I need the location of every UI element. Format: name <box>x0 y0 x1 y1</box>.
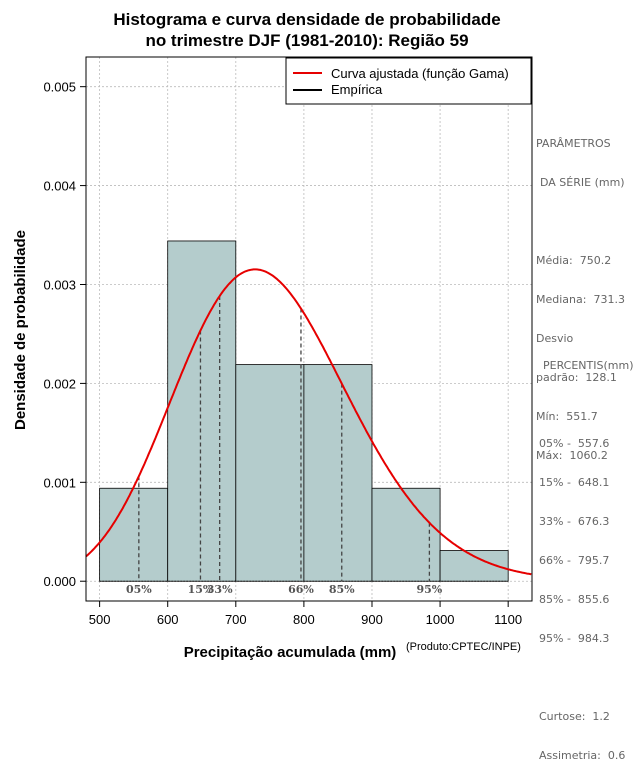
chart-title-line2: no trimestre DJF (1981-2010): Região 59 <box>145 31 468 50</box>
y-tick-label: 0.004 <box>43 179 76 194</box>
y-tick-label: 0.003 <box>43 277 76 292</box>
series-parameters-panel: PARÂMETROS DA SÉRIE (mm) Média: 750.2 Me… <box>536 111 640 475</box>
product-credit: (Produto:CPTEC/INPE) <box>406 641 521 653</box>
x-axis: 500 600 700 800 900 1000 1100 <box>89 601 522 627</box>
param-std-line1: Desvio <box>536 332 574 345</box>
x-tick-label: 800 <box>293 612 315 627</box>
percentile-label-66: 66% <box>288 583 314 596</box>
x-tick-label: 1100 <box>494 612 522 627</box>
percentile-95: 95% - 984.3 <box>539 632 610 645</box>
histogram-bars <box>99 240 509 582</box>
y-tick-label: 0.005 <box>43 80 76 95</box>
legend-label-curve: Curva ajustada (função Gama) <box>331 66 509 81</box>
param-std-line2: padrão: 128.1 <box>536 371 617 384</box>
histogram-chart: Histograma e curva densidade de probabil… <box>12 10 533 660</box>
percentile-33: 33% - 676.3 <box>539 515 610 528</box>
y-axis: 0.000 0.001 0.002 0.003 0.004 0.005 <box>43 80 86 589</box>
param-mean: Média: 750.2 <box>536 254 612 267</box>
chart-title-line1: Histograma e curva densidade de probabil… <box>113 10 500 29</box>
fitted-gamma-curve <box>85 268 532 576</box>
y-tick-label: 0.002 <box>43 376 76 391</box>
x-tick-label: 600 <box>157 612 179 627</box>
percentile-label-33: 33% <box>207 583 233 596</box>
histogram-bar-800-900 <box>303 364 373 582</box>
param-median: Mediana: 731.3 <box>536 293 625 306</box>
x-tick-label: 500 <box>89 612 111 627</box>
percentile-label-15: 15% <box>188 583 214 596</box>
percentile-05: 05% - 557.6 <box>539 437 610 450</box>
percentile-15: 15% - 648.1 <box>539 476 610 489</box>
percentiles-heading: PERCENTIS(mm) <box>543 359 634 372</box>
kurtosis: Curtose: 1.2 <box>539 710 610 723</box>
fitted-curve-layer <box>85 268 532 576</box>
histogram-bar-900-1000 <box>371 487 441 582</box>
params-heading-line1: PARÂMETROS <box>536 137 611 150</box>
y-tick-label: 0.001 <box>43 475 76 490</box>
percentiles-panel: PERCENTIS(mm) 05% - 557.6 15% - 648.1 33… <box>536 333 640 775</box>
percentile-label-85: 85% <box>329 583 355 596</box>
percentile-85: 85% - 855.6 <box>539 593 610 606</box>
percentile-label-95: 95% <box>417 583 443 596</box>
x-axis-label: Precipitação acumulada (mm) <box>184 644 397 660</box>
y-tick-label: 0.000 <box>43 574 76 589</box>
x-tick-label: 700 <box>225 612 247 627</box>
x-tick-label: 900 <box>361 612 383 627</box>
percentile-66: 66% - 795.7 <box>539 554 610 567</box>
legend-box <box>285 57 532 105</box>
histogram-bar-500-600 <box>99 487 169 582</box>
plot-frame <box>85 56 533 602</box>
legend-label-empirical: Empírica <box>331 82 383 97</box>
param-max: Máx: 1060.2 <box>536 449 608 462</box>
param-min: Mín: 551.7 <box>536 410 598 423</box>
params-heading-line2: DA SÉRIE (mm) <box>540 176 625 189</box>
x-tick-label: 1000 <box>426 612 455 627</box>
skewness: Assimetria: 0.6 <box>539 749 626 762</box>
histogram-bar-700-800 <box>235 364 305 582</box>
legend: Curva ajustada (função Gama) Empírica <box>285 57 532 105</box>
percentile-label-05: 05% <box>126 583 152 596</box>
y-axis-label: Densidade de probabilidade <box>12 230 29 430</box>
percentile-markers: 05% 15%33% 66% 85% 95% <box>126 295 443 596</box>
histogram-bar-600-700 <box>167 240 237 582</box>
